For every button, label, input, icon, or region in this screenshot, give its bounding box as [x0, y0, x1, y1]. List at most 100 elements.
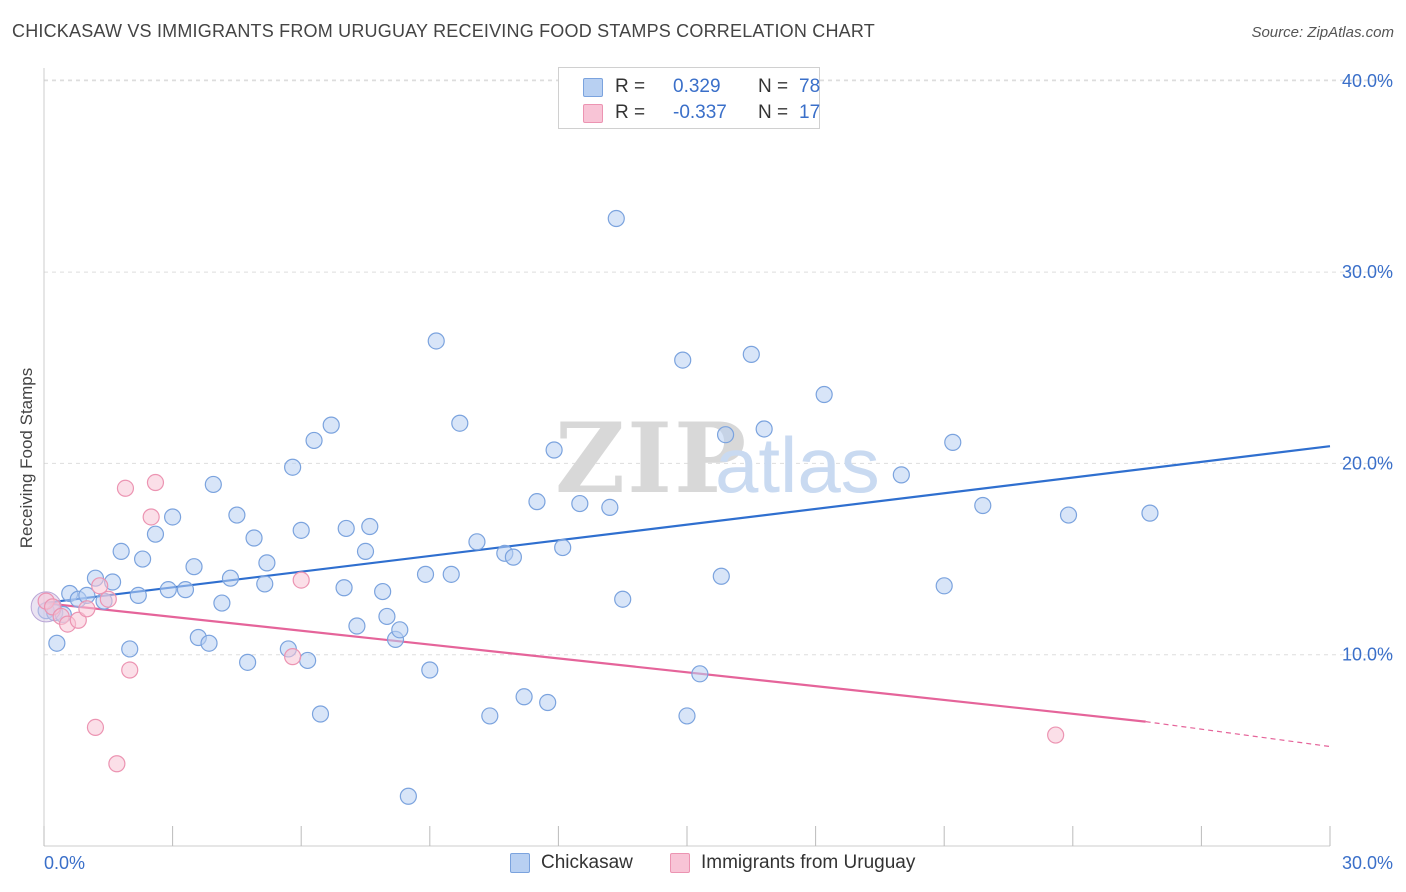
- chickasaw-point: [468, 533, 486, 551]
- uruguay-trend-extension: [1145, 721, 1331, 748]
- chickasaw-point: [442, 565, 460, 583]
- chickasaw-point: [815, 385, 833, 404]
- chickasaw-point: [742, 345, 760, 363]
- uruguay-point: [284, 648, 302, 666]
- uruguay-point: [142, 508, 160, 526]
- chickasaw-points: [30, 209, 1159, 805]
- x-tick-label: 0.0%: [44, 853, 85, 873]
- chickasaw-point: [305, 431, 323, 450]
- chickasaw-point: [1059, 506, 1078, 524]
- chickasaw-point: [515, 688, 533, 706]
- uruguay-point: [116, 479, 135, 497]
- uruguay-point: [91, 577, 109, 595]
- chickasaw-point: [361, 517, 379, 536]
- uruguay-point: [146, 473, 165, 492]
- chickasaw-point: [504, 548, 522, 566]
- chickasaw-point: [348, 617, 366, 635]
- legend-n-value: 78: [799, 76, 821, 97]
- chickasaw-point: [133, 550, 152, 568]
- uruguay-point: [292, 571, 310, 589]
- uruguay-point: [86, 718, 105, 736]
- chickasaw-point: [299, 651, 317, 670]
- legend-r-label: R =: [615, 102, 646, 123]
- chickasaw-point: [200, 634, 218, 652]
- chickasaw-point: [539, 693, 557, 712]
- chickasaw-point: [554, 538, 572, 557]
- legend-r-label: R =: [615, 76, 646, 97]
- uruguay-point: [1047, 726, 1065, 744]
- legend-r-value: 0.329: [673, 76, 721, 97]
- chickasaw-point: [674, 351, 692, 369]
- chickasaw-point: [528, 493, 546, 511]
- chickasaw-point: [712, 567, 730, 585]
- legend-label-uruguay: Immigrants from Uruguay: [701, 852, 916, 873]
- chickasaw-point: [691, 665, 709, 683]
- chickasaw-point: [755, 420, 773, 438]
- legend-n-label: N =: [758, 76, 789, 97]
- chickasaw-point: [256, 575, 274, 593]
- legend-r-value: -0.337: [673, 102, 727, 123]
- legend-n-value: 17: [799, 102, 821, 123]
- legend-swatch-chickasaw: [583, 78, 603, 97]
- chickasaw-point: [284, 458, 302, 476]
- legend-n-label: N =: [758, 102, 789, 123]
- chickasaw-point: [176, 581, 195, 599]
- chickasaw-point: [421, 661, 439, 679]
- chickasaw-point: [221, 569, 240, 587]
- uruguay-point: [121, 661, 139, 679]
- chickasaw-point: [678, 707, 696, 725]
- chickasaw-point: [614, 590, 632, 608]
- uruguay-points: [37, 473, 1065, 773]
- chickasaw-point: [213, 594, 231, 612]
- y-tick-label: 40.0%: [1342, 71, 1393, 91]
- chickasaw-point: [258, 554, 276, 572]
- legend-swatch-chickasaw: [510, 853, 530, 873]
- watermark-atlas: atlas: [715, 421, 880, 509]
- y-tick-label: 20.0%: [1342, 453, 1393, 473]
- chickasaw-point: [146, 525, 165, 543]
- chickasaw-point: [374, 582, 392, 601]
- chickasaw-point: [451, 414, 469, 432]
- uruguay-point: [108, 755, 126, 773]
- chickasaw-point: [159, 581, 177, 599]
- chickasaw-point: [944, 433, 962, 451]
- uruguay-trend-line: [43, 601, 1146, 723]
- chickasaw-point: [48, 634, 66, 652]
- chickasaw-point: [204, 475, 222, 494]
- chickasaw-point: [601, 498, 619, 516]
- chickasaw-point: [1141, 504, 1159, 522]
- series-legend: Chickasaw Immigrants from Uruguay: [0, 851, 1406, 879]
- legend-label-chickasaw: Chickasaw: [541, 852, 633, 873]
- uruguay-point: [78, 600, 96, 618]
- chickasaw-point: [391, 621, 409, 639]
- chickasaw-point: [481, 707, 499, 725]
- chart-title: CHICKASAW VS IMMIGRANTS FROM URUGUAY REC…: [12, 21, 875, 41]
- trend-lines: [43, 445, 1331, 748]
- chickasaw-point: [607, 209, 625, 228]
- chickasaw-point: [337, 519, 355, 538]
- chickasaw-point: [399, 787, 417, 805]
- axes: [43, 68, 1331, 847]
- correlation-legend: R = 0.329 N = 78 R = -0.337 N = 17: [558, 67, 820, 129]
- chickasaw-point: [121, 640, 139, 658]
- chickasaw-point: [545, 441, 563, 459]
- chickasaw-point: [356, 542, 375, 560]
- chickasaw-point: [185, 558, 203, 576]
- source-credit: Source: ZipAtlas.com: [1251, 24, 1394, 41]
- chickasaw-point: [335, 579, 353, 597]
- chickasaw-trend-line: [43, 445, 1331, 605]
- chickasaw-point: [239, 653, 257, 671]
- chickasaw-point: [245, 529, 263, 547]
- chickasaw-point: [427, 332, 445, 350]
- chickasaw-point: [292, 521, 310, 539]
- chickasaw-point: [228, 506, 246, 524]
- chickasaw-point: [935, 577, 953, 595]
- y-tick-label: 10.0%: [1342, 645, 1393, 665]
- chickasaw-point: [164, 508, 182, 526]
- uruguay-point: [69, 611, 87, 629]
- chickasaw-point: [892, 466, 910, 484]
- legend-swatch-uruguay: [670, 853, 690, 873]
- x-tick-label: 30.0%: [1342, 853, 1393, 873]
